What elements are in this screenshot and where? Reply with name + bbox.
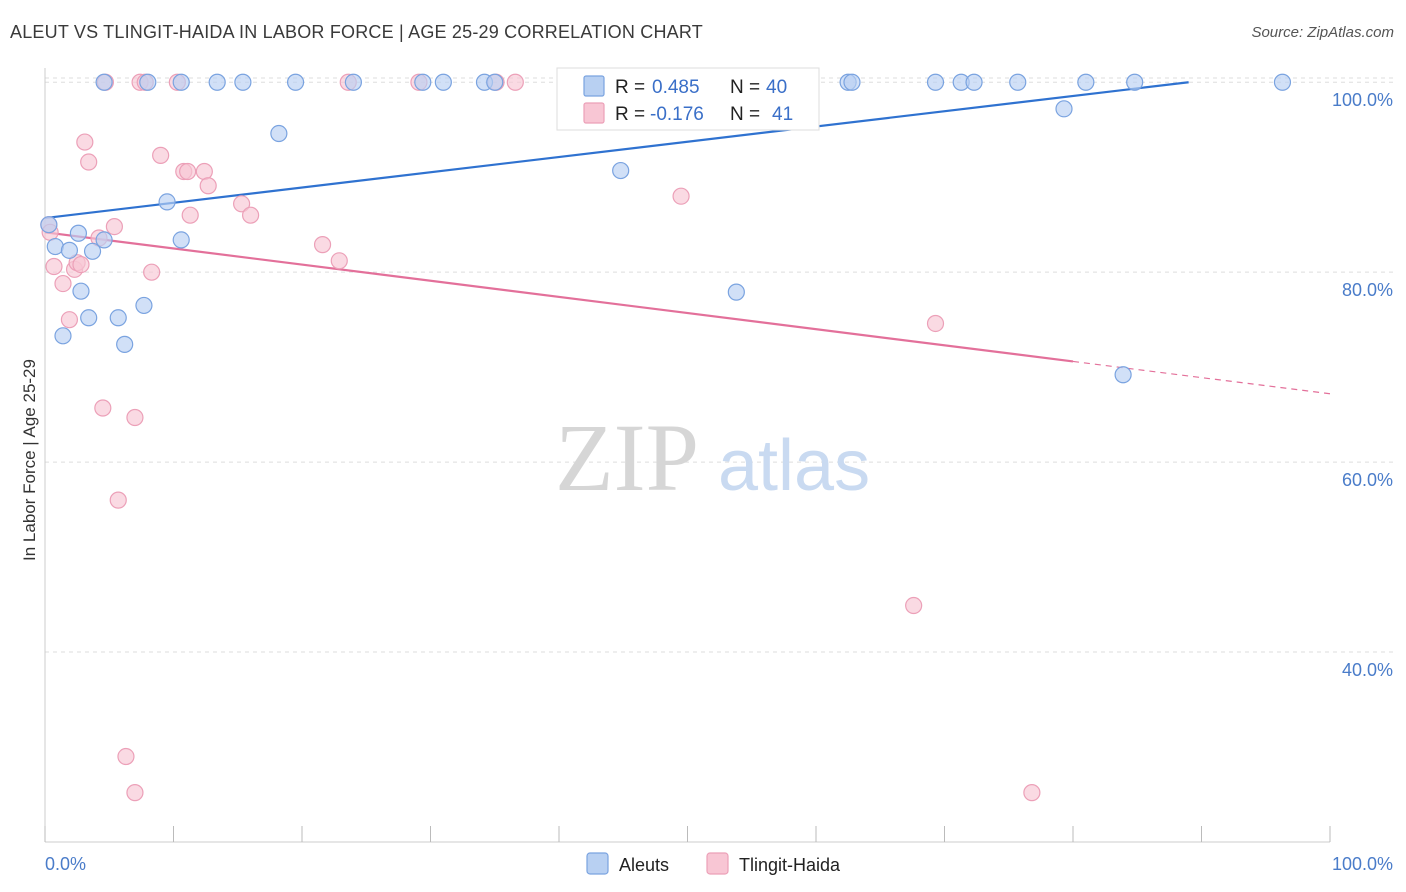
grid-lines [45,77,1395,653]
legend-n-label-aleuts: N = [730,77,760,98]
point-tlingit-haida [1023,784,1041,802]
point-aleuts [727,283,745,301]
point-tlingit-haida [152,146,170,164]
point-aleuts [208,73,226,91]
chart-source: Source: ZipAtlas.com [1251,24,1394,41]
point-tlingit-haida [195,162,213,181]
point-tlingit-haida [126,784,144,802]
point-aleuts [135,296,153,315]
point-tlingit-haida [233,195,251,213]
trend-lines [44,81,1331,395]
point-tlingit-haida [76,133,94,151]
legend-n-value-tlingit-haida: 41 [772,104,793,125]
legend-r-label-aleuts: R = [615,77,645,98]
point-aleuts [158,193,176,211]
point-aleuts [926,73,945,91]
point-tlingit-haida [94,399,112,417]
y-tick-label: 40.0% [1342,660,1393,680]
point-aleuts [612,161,630,180]
point-aleuts [109,309,127,327]
point-tlingit-haida [181,206,199,224]
point-tlingit-haida [506,73,524,91]
point-tlingit-haida [72,255,90,274]
point-tlingit-haida [60,311,79,329]
point-tlingit-haida [905,596,923,615]
point-tlingit-haida [242,206,260,224]
point-tlingit-haida [926,314,945,333]
point-aleuts [80,309,98,327]
legend-r-value-tlingit-haida: -0.176 [650,104,704,125]
point-aleuts [1077,73,1095,91]
point-aleuts [72,282,90,300]
point-aleuts [95,231,113,249]
data-points [40,73,1292,802]
point-aleuts [434,73,452,91]
x-tick-label: 0.0% [45,854,86,874]
watermark-atlas: atlas [718,426,870,506]
bottom-legend: Aleuts Tlingit-Haida [586,852,841,875]
point-aleuts [69,224,88,242]
point-aleuts [40,216,58,234]
point-aleuts [116,335,134,353]
point-aleuts [95,73,113,91]
legend-n-label-tlingit-haida: N = [730,104,760,125]
bottom-legend-label-tlingit-haida: Tlingit-Haida [739,855,841,875]
point-tlingit-haida [126,408,144,427]
legend-n-value-aleuts: 40 [766,77,787,98]
point-aleuts [46,237,64,256]
y-tick-label: 60.0% [1342,470,1393,490]
point-aleuts [1009,73,1027,91]
bottom-legend-swatch-aleuts [586,852,609,875]
point-aleuts [172,231,190,249]
bottom-legend-label-aleuts: Aleuts [619,855,669,875]
point-tlingit-haida [199,177,217,195]
trend-line-tlingit-haida [44,231,1074,363]
point-tlingit-haida [672,187,690,205]
point-aleuts [54,327,72,345]
point-aleuts [139,73,157,91]
point-tlingit-haida [330,252,348,270]
point-tlingit-haida [80,153,98,171]
y-tick-label: 80.0% [1342,280,1393,300]
point-tlingit-haida [54,274,72,293]
legend-swatch-tlingit-haida [583,102,605,124]
point-aleuts [1126,73,1144,91]
point-aleuts [1055,100,1073,118]
watermark: ZIP atlas [555,404,870,511]
point-aleuts [344,73,362,91]
watermark-zip: ZIP [555,404,699,511]
point-aleuts [286,73,305,91]
point-aleuts [965,73,983,91]
legend-swatch-aleuts [583,75,605,97]
point-aleuts [60,241,79,259]
legend-r-value-aleuts: 0.485 [652,77,700,98]
x-tick-label: 100.0% [1332,854,1393,874]
y-axis-label: In Labor Force | Age 25-29 [20,359,39,561]
point-aleuts [83,242,102,260]
point-tlingit-haida [109,491,127,509]
point-aleuts [1114,366,1132,384]
point-aleuts [843,73,861,91]
bottom-legend-swatch-tlingit-haida [706,852,729,875]
legend-r-label-tlingit-haida: R = [615,104,645,125]
point-tlingit-haida [179,162,197,181]
point-aleuts [172,73,190,91]
point-aleuts [486,73,504,91]
point-tlingit-haida [313,236,332,254]
trend-line-extension [1072,360,1331,395]
chart-title: ALEUT VS TLINGIT-HAIDA IN LABOR FORCE | … [10,22,703,42]
point-aleuts [1273,73,1292,91]
axes: 100.0% 80.0% 60.0% 40.0% 0.0% 100.0% [44,68,1393,874]
point-tlingit-haida [117,747,135,766]
point-aleuts [234,73,252,91]
point-aleuts [414,73,432,91]
legend: R = 0.485 N = 40 R = -0.176 N = 41 [556,67,820,131]
point-tlingit-haida [45,257,63,276]
y-tick-label: 100.0% [1332,90,1393,110]
trend-line-aleuts [44,81,1189,220]
point-tlingit-haida [143,263,161,281]
point-aleuts [270,124,288,143]
point-tlingit-haida [105,217,123,236]
